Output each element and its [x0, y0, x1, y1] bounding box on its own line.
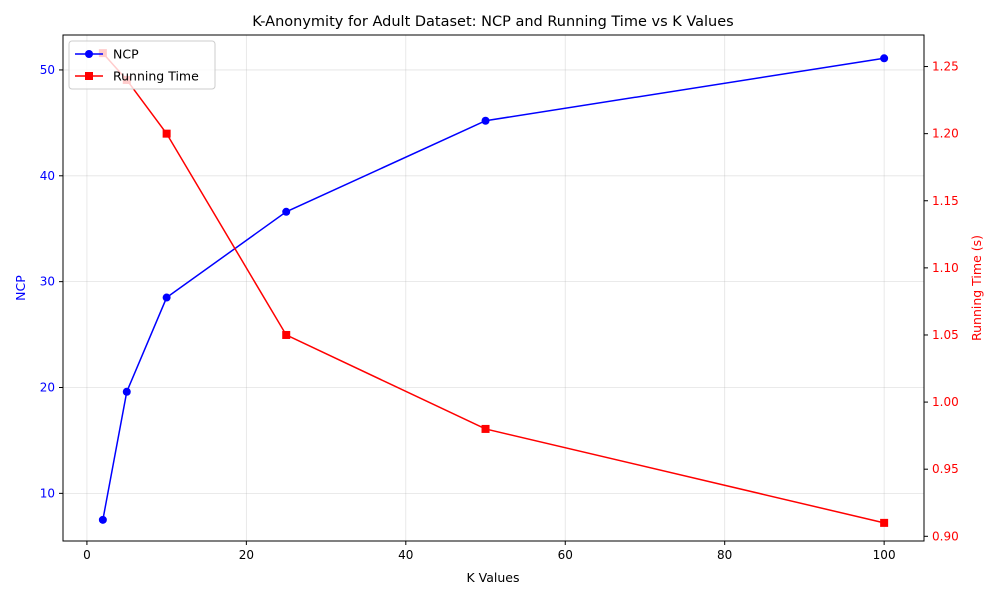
- y-left-tick-label: 50: [40, 63, 55, 77]
- y-axis-label-right: Running Time (s): [969, 235, 984, 341]
- running-time-point: [282, 330, 291, 339]
- y-right-tick-label: 0.90: [932, 529, 959, 543]
- y-right-tick-label: 1.20: [932, 127, 959, 141]
- x-tick-label: 0: [83, 548, 91, 562]
- plot-frame: [62, 34, 925, 542]
- x-tick-label: 100: [873, 548, 896, 562]
- ticks: 0 20 40 60 80 100 10 20 30 40 50 0.90 0.95 1.00 1.05 1.…: [40, 60, 959, 562]
- ncp-point: [282, 207, 291, 216]
- running-time-point: [481, 424, 490, 433]
- y-right-tick-label: 1.25: [932, 60, 959, 74]
- legend-box: [68, 40, 216, 90]
- x-axis-label: K Values: [466, 570, 519, 585]
- ncp-point: [880, 54, 889, 63]
- legend: NCP Running Time: [68, 40, 216, 90]
- y-right-tick-label: 1.00: [932, 395, 959, 409]
- running-time-point: [880, 518, 889, 527]
- x-tick-label: 60: [558, 548, 573, 562]
- running-time-line: [102, 52, 885, 524]
- ncp-line: [102, 57, 885, 520]
- legend-running-time-label: Running Time: [113, 69, 199, 84]
- y-right-tick-label: 1.15: [932, 194, 959, 208]
- grid: [63, 35, 924, 541]
- y-left-tick-label: 30: [40, 275, 55, 289]
- ncp-point: [481, 116, 490, 125]
- legend-running-time-marker: [85, 72, 93, 80]
- y-axis-label-left: NCP: [13, 275, 28, 301]
- x-tick-label: 80: [717, 548, 732, 562]
- running-time-point: [162, 129, 171, 138]
- legend-ncp-label: NCP: [113, 47, 139, 62]
- x-tick-label: 20: [239, 548, 254, 562]
- y-left-tick-label: 20: [40, 381, 55, 395]
- chart-title: K-Anonymity for Adult Dataset: NCP and R…: [252, 14, 733, 30]
- x-tick-label: 40: [398, 548, 413, 562]
- ncp-point: [162, 293, 171, 302]
- y-right-tick-label: 1.05: [932, 328, 959, 342]
- ncp-point: [122, 387, 131, 396]
- ncp-point: [98, 515, 107, 524]
- series-layer: [98, 49, 889, 527]
- y-left-tick-label: 40: [40, 169, 55, 183]
- legend-ncp-marker: [85, 50, 93, 58]
- y-right-tick-label: 0.95: [932, 462, 959, 476]
- y-left-tick-label: 10: [40, 486, 55, 500]
- y-right-tick-label: 1.10: [932, 261, 959, 275]
